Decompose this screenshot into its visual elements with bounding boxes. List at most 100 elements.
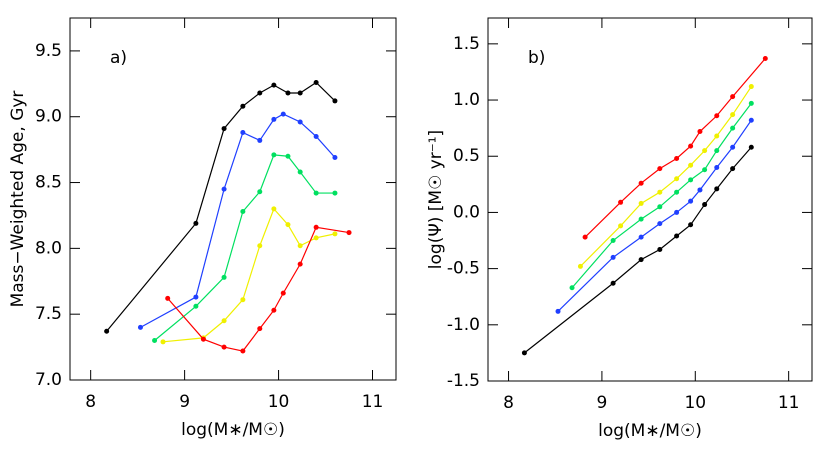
data-point [674,209,680,215]
data-point [674,233,680,239]
data-point [702,148,708,154]
y-tick-label: -1.5 [447,371,480,391]
data-point [271,152,277,158]
data-point [346,230,352,236]
data-point [748,84,754,90]
data-point [555,308,561,314]
data-point [221,274,227,280]
data-point [193,294,199,300]
x-tick-label: 11 [362,392,384,412]
data-point [688,222,694,228]
data-point [332,231,338,237]
data-point [730,166,736,172]
series-line [140,113,336,328]
data-point [657,166,663,172]
data-point [271,307,277,313]
data-point [221,344,227,350]
x-tick-label: 10 [268,392,290,412]
data-point [762,55,768,61]
series-line [167,226,350,352]
data-point [697,187,703,193]
series-line [584,58,766,238]
panel-label: b) [528,48,545,68]
series-line [524,146,752,354]
series-line [557,119,752,312]
data-point [657,247,663,253]
data-point [638,216,644,222]
data-point [221,126,227,132]
data-point [313,133,319,139]
data-point [313,80,319,86]
y-tick-label: 1.0 [453,90,480,110]
x-axis-label: log(M∗/M☉) [181,420,285,440]
data-point [240,348,246,354]
series-line [154,154,335,341]
data-point [313,235,319,241]
data-point [714,133,720,139]
x-axis-label: log(M∗/M☉) [598,421,702,441]
plot-frame [69,17,397,381]
series-line [580,86,752,267]
data-point [748,144,754,150]
data-point [618,199,624,205]
y-tick-label: 7.5 [35,304,62,324]
y-axis-label: Mass−Weighted Age, Gyr [8,91,28,308]
x-tick-label: 9 [179,392,190,412]
data-point [271,116,277,122]
data-point [674,155,680,161]
data-point [730,125,736,131]
y-tick-label: -0.5 [447,259,480,279]
x-tick-label: 8 [503,393,514,413]
data-point [271,206,277,212]
data-point [688,162,694,168]
data-point [610,238,616,244]
data-point [688,143,694,149]
y-tick-label: 1.5 [453,34,480,54]
data-point [240,297,246,303]
y-tick-label: 8.5 [35,173,62,193]
series-line [106,81,336,332]
data-point [257,326,263,332]
data-point [730,112,736,118]
data-point [674,176,680,182]
data-point [221,186,227,192]
series-line [162,207,336,343]
data-point [714,164,720,170]
data-point [674,189,680,195]
series-line [571,103,752,289]
data-point [200,336,206,342]
data-point [638,234,644,240]
data-point [332,155,338,161]
data-point [638,257,644,263]
data-point [160,339,166,345]
data-point [618,223,624,229]
x-tick-label: 9 [596,393,607,413]
data-point [610,280,616,286]
data-point [313,190,319,196]
y-tick-label: 7.0 [35,370,62,390]
data-point [714,113,720,119]
data-point [748,100,754,106]
data-point [702,202,708,208]
data-point [697,129,703,135]
data-point [285,153,291,159]
data-point [657,189,663,195]
data-point [297,261,303,267]
data-point [285,90,291,96]
data-point [610,254,616,260]
y-axis-label: log(Ψ) [M☉ yr⁻¹] [426,130,446,269]
data-point [688,198,694,204]
data-point [297,169,303,175]
data-point [657,221,663,227]
data-point [748,117,754,123]
data-point [730,94,736,100]
y-tick-label: 9.0 [35,107,62,127]
data-point [638,200,644,206]
data-point [137,324,143,330]
x-tick-label: 10 [684,393,706,413]
data-point [569,285,575,291]
data-point [193,220,199,226]
x-tick-label: 8 [85,392,96,412]
data-point [240,130,246,136]
data-point [730,144,736,150]
